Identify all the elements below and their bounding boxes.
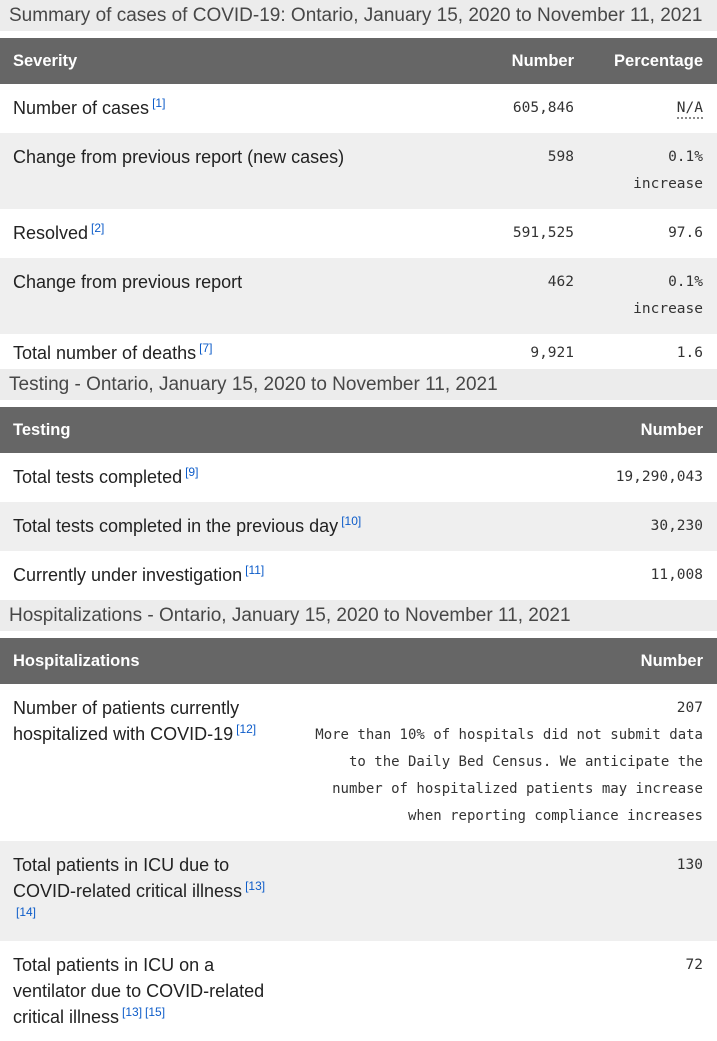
number-value: 9,921 [530, 345, 574, 361]
number-value: 207 [676, 700, 703, 716]
footnote-link[interactable]: [2] [91, 221, 105, 235]
row-label-text: Number of cases [13, 98, 150, 118]
number-value-cell: 72 [300, 941, 717, 1041]
percentage-text: 0.1% [668, 149, 703, 165]
row-label: Number of patients currently hospitalize… [0, 684, 300, 841]
percentage-direction: increase [633, 301, 703, 317]
number-value: 30,230 [650, 518, 703, 534]
number-value: 591,525 [512, 225, 574, 241]
table-row-icu-patients: Total patients in ICU due to COVID-relat… [0, 841, 717, 941]
footnote-link[interactable]: [7] [199, 341, 213, 355]
footnote-link[interactable]: [15] [145, 1005, 166, 1019]
row-label-text: Change from previous report [13, 272, 243, 292]
footnote-link[interactable]: [11] [245, 563, 265, 577]
number-value: 605,846 [512, 100, 574, 116]
row-label: Total tests completed [9] [0, 453, 537, 502]
number-value: 130 [676, 857, 703, 873]
row-label: Change from previous report [0, 258, 472, 334]
row-label: Total number of deaths [7] [0, 334, 472, 369]
hospitalizations-section: Hospitalizations - Ontario, January 15, … [0, 600, 717, 1041]
hospitalizations-table: Hospitalizations Number Number of patien… [0, 638, 717, 1041]
testing-header-row: Testing Number [0, 407, 717, 453]
row-label-text: Total tests completed in the previous da… [13, 516, 339, 536]
column-header-percentage: Percentage [587, 38, 717, 84]
percentage-value: N/A [587, 84, 717, 133]
footnote-link[interactable]: [14] [16, 905, 37, 919]
row-label: Total patients in ICU on a ventilator du… [0, 941, 300, 1041]
hospitalizations-table-caption: Hospitalizations - Ontario, January 15, … [0, 600, 717, 631]
footnote-link[interactable]: [1] [152, 96, 166, 110]
number-value: 462 [547, 274, 574, 290]
summary-header-row: Severity Number Percentage [0, 38, 717, 84]
row-label: Currently under investigation [11] [0, 551, 537, 600]
number-value: 598 [547, 149, 574, 165]
row-label-text: Total tests completed [13, 467, 183, 487]
table-row-tests-previous-day: Total tests completed in the previous da… [0, 502, 717, 551]
column-header-number: Number [300, 638, 717, 684]
hospitalizations-header-row: Hospitalizations Number [0, 638, 717, 684]
footnote-link[interactable]: [13] [122, 1005, 143, 1019]
row-label-text: Total patients in ICU on a ventilator du… [13, 955, 265, 1027]
row-label: Resolved [2] [0, 209, 472, 258]
summary-cases-section: Summary of cases of COVID-19: Ontario, J… [0, 0, 717, 369]
row-label: Change from previous report (new cases) [0, 133, 472, 209]
number-value: 72 [685, 957, 703, 973]
table-row-total-tests: Total tests completed [9] 19,290,043 [0, 453, 717, 502]
testing-table-caption: Testing - Ontario, January 15, 2020 to N… [0, 369, 717, 400]
number-value-with-note: 207 More than 10% of hospitals did not s… [300, 684, 717, 841]
column-header-testing: Testing [0, 407, 537, 453]
footnote-link[interactable]: [9] [185, 465, 199, 479]
row-label-text: Total patients in ICU due to COVID-relat… [13, 855, 243, 901]
number-value: 11,008 [650, 567, 703, 583]
percentage-value: 0.1% increase [587, 258, 717, 334]
table-row-resolved: Resolved [2] 591,525 97.6 [0, 209, 717, 258]
table-row-icu-ventilator: Total patients in ICU on a ventilator du… [0, 941, 717, 1041]
footnote-link[interactable]: [13] [245, 879, 266, 893]
na-abbreviation[interactable]: N/A [676, 100, 703, 119]
table-row-number-of-cases: Number of cases [1] 605,846 N/A [0, 84, 717, 133]
table-row-under-investigation: Currently under investigation [11] 11,008 [0, 551, 717, 600]
row-label: Total patients in ICU due to COVID-relat… [0, 841, 300, 941]
row-label-text: Currently under investigation [13, 565, 243, 585]
footnote-link[interactable]: [10] [341, 514, 362, 528]
number-value: 19,290,043 [615, 469, 703, 485]
table-row-change-new-cases: Change from previous report (new cases) … [0, 133, 717, 209]
testing-table: Testing Number Total tests completed [9] … [0, 407, 717, 600]
summary-cases-table: Severity Number Percentage Number of cas… [0, 38, 717, 369]
table-row-change-previous-report: Change from previous report 462 0.1% inc… [0, 258, 717, 334]
percentage-value: 0.1% increase [587, 133, 717, 209]
summary-table-caption: Summary of cases of COVID-19: Ontario, J… [0, 0, 717, 31]
column-header-hospitalizations: Hospitalizations [0, 638, 300, 684]
table-row-currently-hospitalized: Number of patients currently hospitalize… [0, 684, 717, 841]
row-label-text: Change from previous report (new cases) [13, 147, 345, 167]
row-label-text: Total number of deaths [13, 343, 197, 363]
row-label-text: Number of patients currently hospitalize… [13, 698, 240, 744]
percentage-value: 97.6 [668, 225, 703, 241]
footnote-link[interactable]: [12] [236, 722, 257, 736]
percentage-text: 0.1% [668, 274, 703, 290]
column-header-number: Number [537, 407, 717, 453]
row-label: Number of cases [1] [0, 84, 472, 133]
number-value-cell: 130 [300, 841, 717, 941]
table-row-total-deaths: Total number of deaths [7] 9,921 1.6 [0, 334, 717, 369]
reporting-compliance-note: More than 10% of hospitals did not submi… [315, 727, 703, 824]
row-label-text: Resolved [13, 223, 89, 243]
column-header-number: Number [472, 38, 587, 84]
percentage-direction: increase [633, 176, 703, 192]
percentage-value: 1.6 [676, 345, 703, 361]
row-label: Total tests completed in the previous da… [0, 502, 537, 551]
column-header-severity: Severity [0, 38, 472, 84]
testing-section: Testing - Ontario, January 15, 2020 to N… [0, 369, 717, 600]
